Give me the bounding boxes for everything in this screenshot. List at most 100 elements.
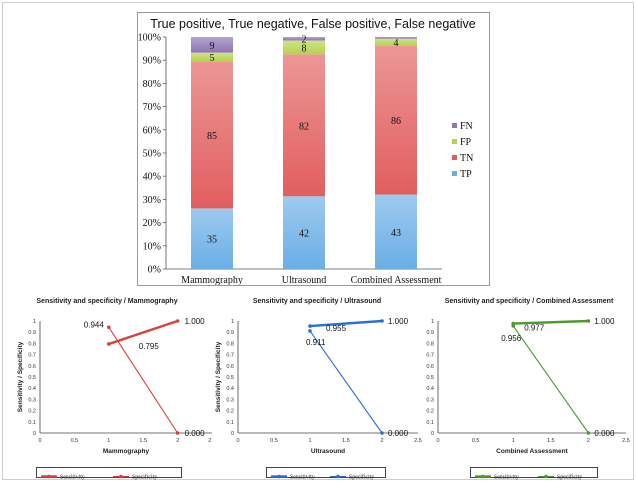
y-tick-label: 1 (231, 319, 234, 325)
x-axis-label: Ultrasound (311, 448, 345, 455)
legend-label-fp: FP (460, 137, 472, 148)
legend-label-tn: TN (460, 153, 473, 164)
y-tick-label: 40% (143, 172, 161, 183)
bar-combined-assessment-tp (375, 194, 417, 269)
y-tick-label: 0.6 (426, 364, 434, 370)
legend-marker-sensitivity (277, 474, 281, 479)
y-tick-label: 0.9 (28, 330, 36, 336)
legend-svg: Sensitivity Specificity (41, 474, 157, 481)
legend-svg: Sensitivity Specificity (271, 474, 374, 481)
y-tick-label: 0.9 (226, 330, 234, 336)
x-tick-label: 0.5 (270, 438, 278, 444)
y-tick-label: 0.2 (28, 409, 36, 415)
bar-ultrasound-tp (283, 196, 325, 269)
specificity-point (175, 431, 180, 435)
specificity-point (308, 329, 312, 333)
specificity-line (512, 325, 589, 434)
x-tick-label: 0.5 (71, 438, 79, 444)
specificity-point (586, 431, 591, 435)
legend-swatch-fp (452, 139, 457, 144)
y-tick-label: 0.5 (426, 375, 434, 381)
annotation-label: 0.944 (84, 320, 105, 329)
y-tick-label: 0.3 (426, 397, 434, 403)
combined-assessment-legend: Sensitivity Specificity (470, 467, 598, 481)
y-tick-label: 0.3 (28, 397, 36, 403)
y-tick-label: 0.8 (426, 341, 434, 347)
x-tick-label: 0.5 (472, 438, 480, 444)
x-tick-label: 2 (587, 438, 590, 444)
mammography-chart-panel: Sensitivity and specificity / Mammograph… (2, 295, 216, 481)
x-tick-label: 0 (436, 438, 439, 444)
combined-assessment-line-chart: Sensitivity and specificity / Combined A… (415, 298, 630, 455)
y-tick-label: 0.1 (426, 420, 434, 426)
y-tick-label: 0.7 (426, 353, 434, 359)
bar-combined-assessment-fp (375, 38, 417, 46)
annotation-label: 0.956 (501, 334, 522, 343)
data-label: 35 (207, 235, 217, 246)
data-label: 42 (299, 229, 309, 240)
annotation-label: 1.000 (388, 317, 409, 326)
sensitivity-line (309, 319, 383, 328)
x-axis-label: Mammography (103, 448, 150, 455)
x-tick-label: 1.5 (547, 438, 555, 444)
y-tick-label: 0 (431, 431, 434, 437)
legend-marker-specificity (336, 474, 340, 479)
mammography-legend: Sensitivity Specificity (36, 467, 182, 481)
y-axis-label: Sensitivity / Specificity (215, 341, 222, 412)
bar-ultrasound-fn (283, 37, 325, 41)
x-tick-label: 1.5 (139, 438, 147, 444)
y-tick-label: 1 (431, 319, 434, 325)
y-tick-label: 0.6 (28, 364, 36, 370)
legend-label-sensitivity: Sensitivity (60, 475, 85, 481)
x-tick-label: 2.5 (622, 438, 630, 444)
specificity-point (380, 431, 384, 435)
y-tick-label: 0.4 (226, 386, 234, 392)
y-tick-label: 0.1 (28, 420, 36, 426)
y-tick-label: 0.6 (226, 364, 234, 370)
y-tick-label: 20% (143, 218, 161, 229)
annotation-label: 0.000 (388, 429, 409, 438)
y-tick-label: 0.4 (426, 386, 434, 392)
bar-combined-assessment-tn (375, 45, 417, 195)
annotation-label: 0.000 (594, 429, 615, 438)
ultrasound-legend: Sensitivity Specificity (266, 467, 386, 481)
specificity-line (108, 326, 179, 434)
bar-ultrasound-tn (283, 54, 325, 197)
x-tick-label: 1 (308, 438, 311, 444)
y-tick-label: 0.3 (226, 397, 234, 403)
y-tick-label: 1 (33, 319, 36, 325)
y-tick-label: 0.7 (226, 353, 234, 359)
y-tick-label: 30% (143, 195, 161, 206)
x-axis-label: Combined Assessment (496, 448, 568, 455)
y-tick-label: 60% (143, 125, 161, 136)
sensitivity-line (108, 319, 178, 346)
legend-marker-specificity (119, 474, 123, 479)
y-tick-label: 80% (143, 79, 161, 90)
annotation-label: 0.000 (185, 429, 206, 438)
y-tick-label: 0 (231, 431, 234, 437)
annotation-label: 1.000 (185, 317, 206, 326)
y-tick-label: 0.2 (426, 409, 434, 415)
legend-label-sensitivity: Sensitivity (290, 475, 315, 481)
y-tick-label: 0.2 (226, 409, 234, 415)
y-tick-label: 0.7 (28, 353, 36, 359)
annotation-label: 0.977 (524, 324, 545, 333)
y-tick-label: 0.5 (28, 375, 36, 381)
x-tick-label: Combined Assessment (351, 275, 442, 285)
chart-title: Sensitivity and specificity / Combined A… (445, 298, 614, 305)
specificity-line (309, 330, 383, 434)
data-label: 8 (302, 43, 307, 54)
mammography-line-chart: Sensitivity and specificity / Mammograph… (17, 298, 216, 455)
bar-mammography-tp (191, 208, 233, 269)
stacked-bar-chart: True positive, True negative, False posi… (138, 17, 476, 286)
legend-svg: Sensitivity Specificity (475, 474, 582, 481)
bar-mammography-tn (191, 61, 233, 209)
y-tick-label: 50% (143, 149, 161, 160)
specificity-point (511, 324, 515, 328)
sensitivity-point (380, 319, 384, 323)
y-tick-label: 0 (33, 431, 36, 437)
specificity-point (107, 325, 111, 330)
legend-swatch-tn (452, 155, 457, 160)
y-tick-label: 70% (143, 102, 161, 113)
x-tick-label: 1.5 (342, 438, 350, 444)
